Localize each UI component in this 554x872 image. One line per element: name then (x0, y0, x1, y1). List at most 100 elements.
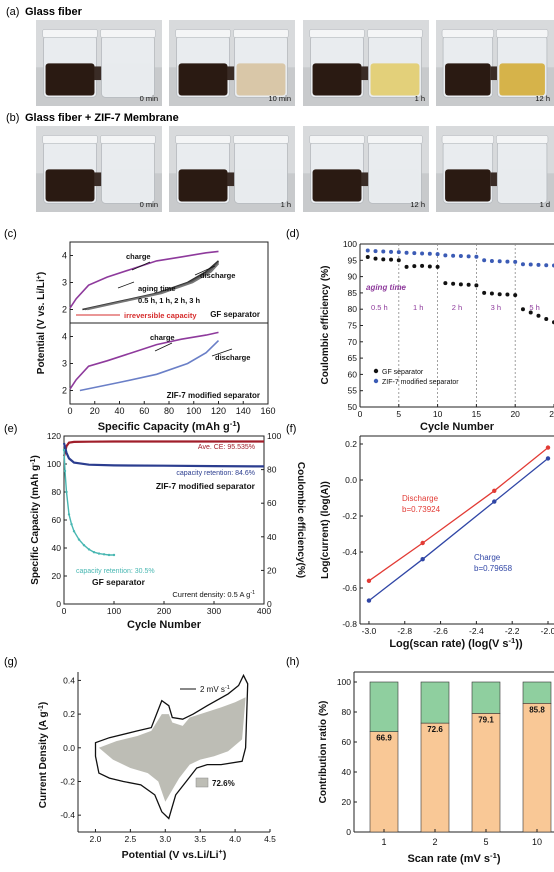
panel-c-bottom-annotation-discharge: discharge (215, 353, 250, 362)
panel-h-xtick-label: 2 (432, 837, 437, 847)
photo-frame: 12 h (436, 20, 554, 106)
panel-d-ytick-label: 55 (348, 386, 358, 396)
panel-d-point-zif (505, 259, 510, 264)
photo-time-label: 1 h (281, 200, 291, 209)
panel-c-top-ytick-label: 4 (62, 251, 67, 261)
panel-g-ytick-label: 0.2 (63, 709, 75, 719)
panel-h-bar-diffusion (522, 681, 552, 704)
panel-h: (h) 0 20 40 60 80 100 66.9 1 72.6 2 79.1 5 85.8 10 Sca… (286, 656, 554, 865)
panel-d-xtick-label: 20 (510, 409, 520, 419)
panel-h-bar-label: 72.6 (427, 725, 443, 734)
panel-h-bar-diffusion (471, 681, 501, 714)
panel-d-point-gf (427, 264, 432, 269)
right-jar-lid (100, 29, 156, 38)
panel-d-point-zif (396, 250, 401, 255)
panel-d-legend-label: ZIF-7 modified separator (382, 379, 459, 386)
panel-d-xtick-label: 5 (396, 409, 401, 419)
panel-f-point (420, 557, 425, 562)
panel-e-gf-point (112, 553, 116, 557)
panel-d-ytick-label: 80 (348, 304, 358, 314)
panel-c-top-curve-3 (87, 263, 220, 311)
left-jar-solution (445, 63, 491, 96)
panel-h-bar-diffusion (369, 681, 399, 732)
panel-e-gf-point (102, 553, 106, 556)
panel-d-point-gf (520, 307, 525, 312)
panel-g-xtick-label: 2.5 (124, 834, 136, 844)
panel-e-left-ytick-label: 100 (47, 459, 61, 469)
panel-c-ylabel: Potential (V vs. Li/Li+) (36, 272, 48, 374)
panel-h-ytick-label: 60 (342, 737, 352, 747)
panel-d-point-gf (389, 257, 394, 262)
panel-f-ytick-label: 0.0 (345, 475, 357, 485)
panel-d-point-gf (482, 290, 487, 295)
panel-e-left-ytick-label: 0 (56, 599, 61, 609)
panel-h-bar-diffusion (420, 681, 450, 724)
panel-f-line-0 (368, 447, 549, 582)
panel-d-point-gf (412, 264, 417, 269)
panel-d-point-gf (404, 264, 409, 269)
panel-d-point-gf (505, 292, 510, 297)
panel-h-bar-capacitive (522, 702, 552, 833)
panel-c-xtick-label: 40 (114, 406, 124, 416)
panel-h-xtick-label: 10 (532, 837, 542, 847)
panel-g-capacitive-area (98, 697, 246, 802)
panel-e-annotation-zif: ZIF-7 modified separator (156, 481, 256, 491)
panel-d-point-zif (458, 254, 463, 259)
photo-frame: 0 min (36, 126, 162, 212)
right-jar-lid (367, 135, 423, 144)
panel-d-point-zif (381, 249, 386, 254)
panel-e-gf-point (67, 513, 71, 516)
right-jar-solution (236, 169, 286, 202)
panel-d-xlabel: Cycle Number (420, 421, 495, 433)
panel-c-annotation-irrev: irreversible capacity (124, 311, 197, 320)
panel-d: (d) 50 55 60 65 70 75 80 85 90 95 100 0 5 10 15 20 25 agi… (286, 228, 554, 433)
photo-frame: 12 h (303, 126, 429, 212)
panel-e-ylabel2: Coulombic efficiency(%) (295, 462, 306, 578)
panel-d-point-gf (443, 281, 448, 286)
panel-e-xlabel: Cycle Number (127, 619, 202, 631)
panel-f-ylabel: Log(current) (log(A)) (320, 481, 331, 579)
panel-e-right-ytick-label: 0 (267, 599, 272, 609)
panel-g-xtick-label: 4.5 (264, 834, 276, 844)
panel-c-bottom-curve-0 (69, 331, 219, 390)
right-jar-solution (236, 63, 286, 96)
left-jar-solution (312, 169, 362, 202)
clamp (361, 172, 372, 187)
panel-d-segment-label: 1 h (413, 303, 423, 312)
panel-g: (g) -0.4 -0.2 0.0 0.2 0.4 2.0 2.5 3.0 3.5 4.0 4.5 2… (4, 656, 276, 861)
panel-h-bar-label: 79.1 (478, 715, 494, 724)
panel-c-bottom-curve-1 (79, 340, 220, 392)
panel-h-letter: (h) (286, 656, 299, 668)
right-jar-lid (496, 135, 549, 144)
left-jar-solution (445, 169, 491, 202)
panel-f-charge-slope: b=0.79658 (474, 564, 513, 573)
panel-c-bottom-charge-arrow (154, 342, 173, 352)
panel-f-point (420, 540, 425, 546)
panel-e-gf-point (62, 448, 66, 452)
panel-g-letter: (g) (4, 656, 17, 668)
panel-d-point-gf (513, 293, 518, 298)
panel-d-point-zif (373, 249, 378, 254)
panel-d-letter: (d) (286, 228, 299, 240)
panel-b-photos: 0 min 1 h 12 h 1 d (36, 126, 554, 212)
panel-g-legend-swatch (195, 777, 209, 788)
panel-h-ytick-label: 20 (342, 797, 352, 807)
right-jar-lid (233, 29, 289, 38)
panel-h-bar-capacitive (420, 722, 450, 833)
panel-d-ytick-label: 75 (348, 321, 358, 331)
panel-e-right-ytick-label: 60 (267, 498, 277, 508)
panel-d-point-gf (528, 310, 533, 315)
panel-b-letter: (b) (6, 112, 19, 124)
panel-d-point-zif (365, 248, 370, 253)
panel-d-point-zif (474, 254, 479, 259)
left-jar-lid (309, 135, 365, 144)
panel-h-bar-label: 66.9 (376, 734, 392, 743)
panel-d-point-zif (528, 262, 533, 267)
right-jar-lid (367, 29, 423, 38)
panel-c-xtick-label: 100 (186, 406, 201, 416)
panel-d-point-zif (497, 259, 502, 264)
panel-e: (e) 0 20 40 60 80 100 120 0 20 40 60 80 100 0 100 200 30… (4, 423, 306, 631)
panel-c-xtick-label: 0 (67, 406, 72, 416)
panel-d-ytick-label: 100 (343, 239, 357, 249)
clamp (361, 66, 372, 81)
